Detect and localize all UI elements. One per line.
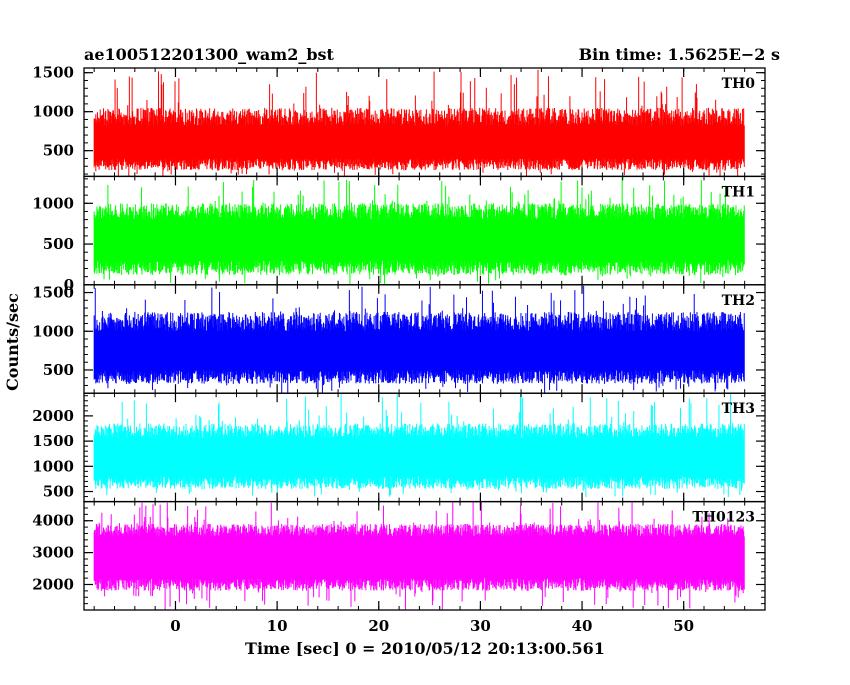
series-line-th1 [93, 176, 745, 284]
y-tick-label: 0 [64, 276, 74, 294]
x-tick-label: 0 [170, 617, 180, 635]
x-tick-label: 50 [673, 617, 694, 635]
x-axis-label: Time [sec] 0 = 2010/05/12 20:13:00.561 [245, 639, 605, 658]
series-line-th3 [93, 393, 745, 498]
x-tick-label: 10 [267, 617, 288, 635]
y-tick-label: 500 [43, 483, 74, 501]
x-tick-label: 20 [368, 617, 389, 635]
y-tick-label: 1000 [32, 322, 74, 340]
series-line-th2 [93, 285, 745, 393]
series-line-th0 [93, 69, 745, 177]
y-axis-label: Counts/sec [3, 293, 22, 391]
y-tick-label: 2000 [32, 407, 74, 425]
series-line-th0123 [93, 501, 745, 610]
x-tick-label: 30 [470, 617, 491, 635]
x-tick-label: 40 [572, 617, 593, 635]
panel-th0: 500 1000 1500 TH0 [32, 64, 766, 178]
series-label-th2: TH2 [722, 293, 755, 309]
y-tick-label: 500 [43, 235, 74, 253]
y-tick-label: 2000 [32, 575, 74, 593]
y-tick-label: 4000 [32, 512, 74, 530]
y-tick-label: 1000 [32, 194, 74, 212]
panel-th0123: 2000 3000 4000 TH0123 [32, 500, 766, 611]
series-label-th1: TH1 [722, 184, 755, 200]
y-tick-label: 1000 [32, 457, 74, 475]
series-label-th3: TH3 [722, 401, 755, 417]
y-tick-label: 500 [43, 361, 74, 379]
y-tick-label: 1500 [32, 64, 74, 82]
panel-frame [83, 500, 766, 611]
y-tick-label: 1500 [32, 284, 74, 302]
y-tick-label: 3000 [32, 544, 74, 562]
panel-th3: 500 1000 1500 2000 TH3 [32, 392, 766, 503]
panel-th1: 0 500 1000 TH1 [32, 175, 766, 294]
y-tick-label: 500 [43, 142, 74, 160]
chart-title-right: Bin time: 1.5625E−2 s [579, 45, 780, 64]
chart-title-left: ae100512201300_wam2_bst [84, 45, 335, 64]
series-label-th0: TH0 [722, 76, 756, 92]
series-label-th0123: TH0123 [692, 510, 755, 526]
y-tick-label: 1500 [32, 432, 74, 450]
y-tick-label: 1000 [32, 103, 74, 121]
panel-th2: 500 1000 1500 TH2 [32, 284, 766, 394]
